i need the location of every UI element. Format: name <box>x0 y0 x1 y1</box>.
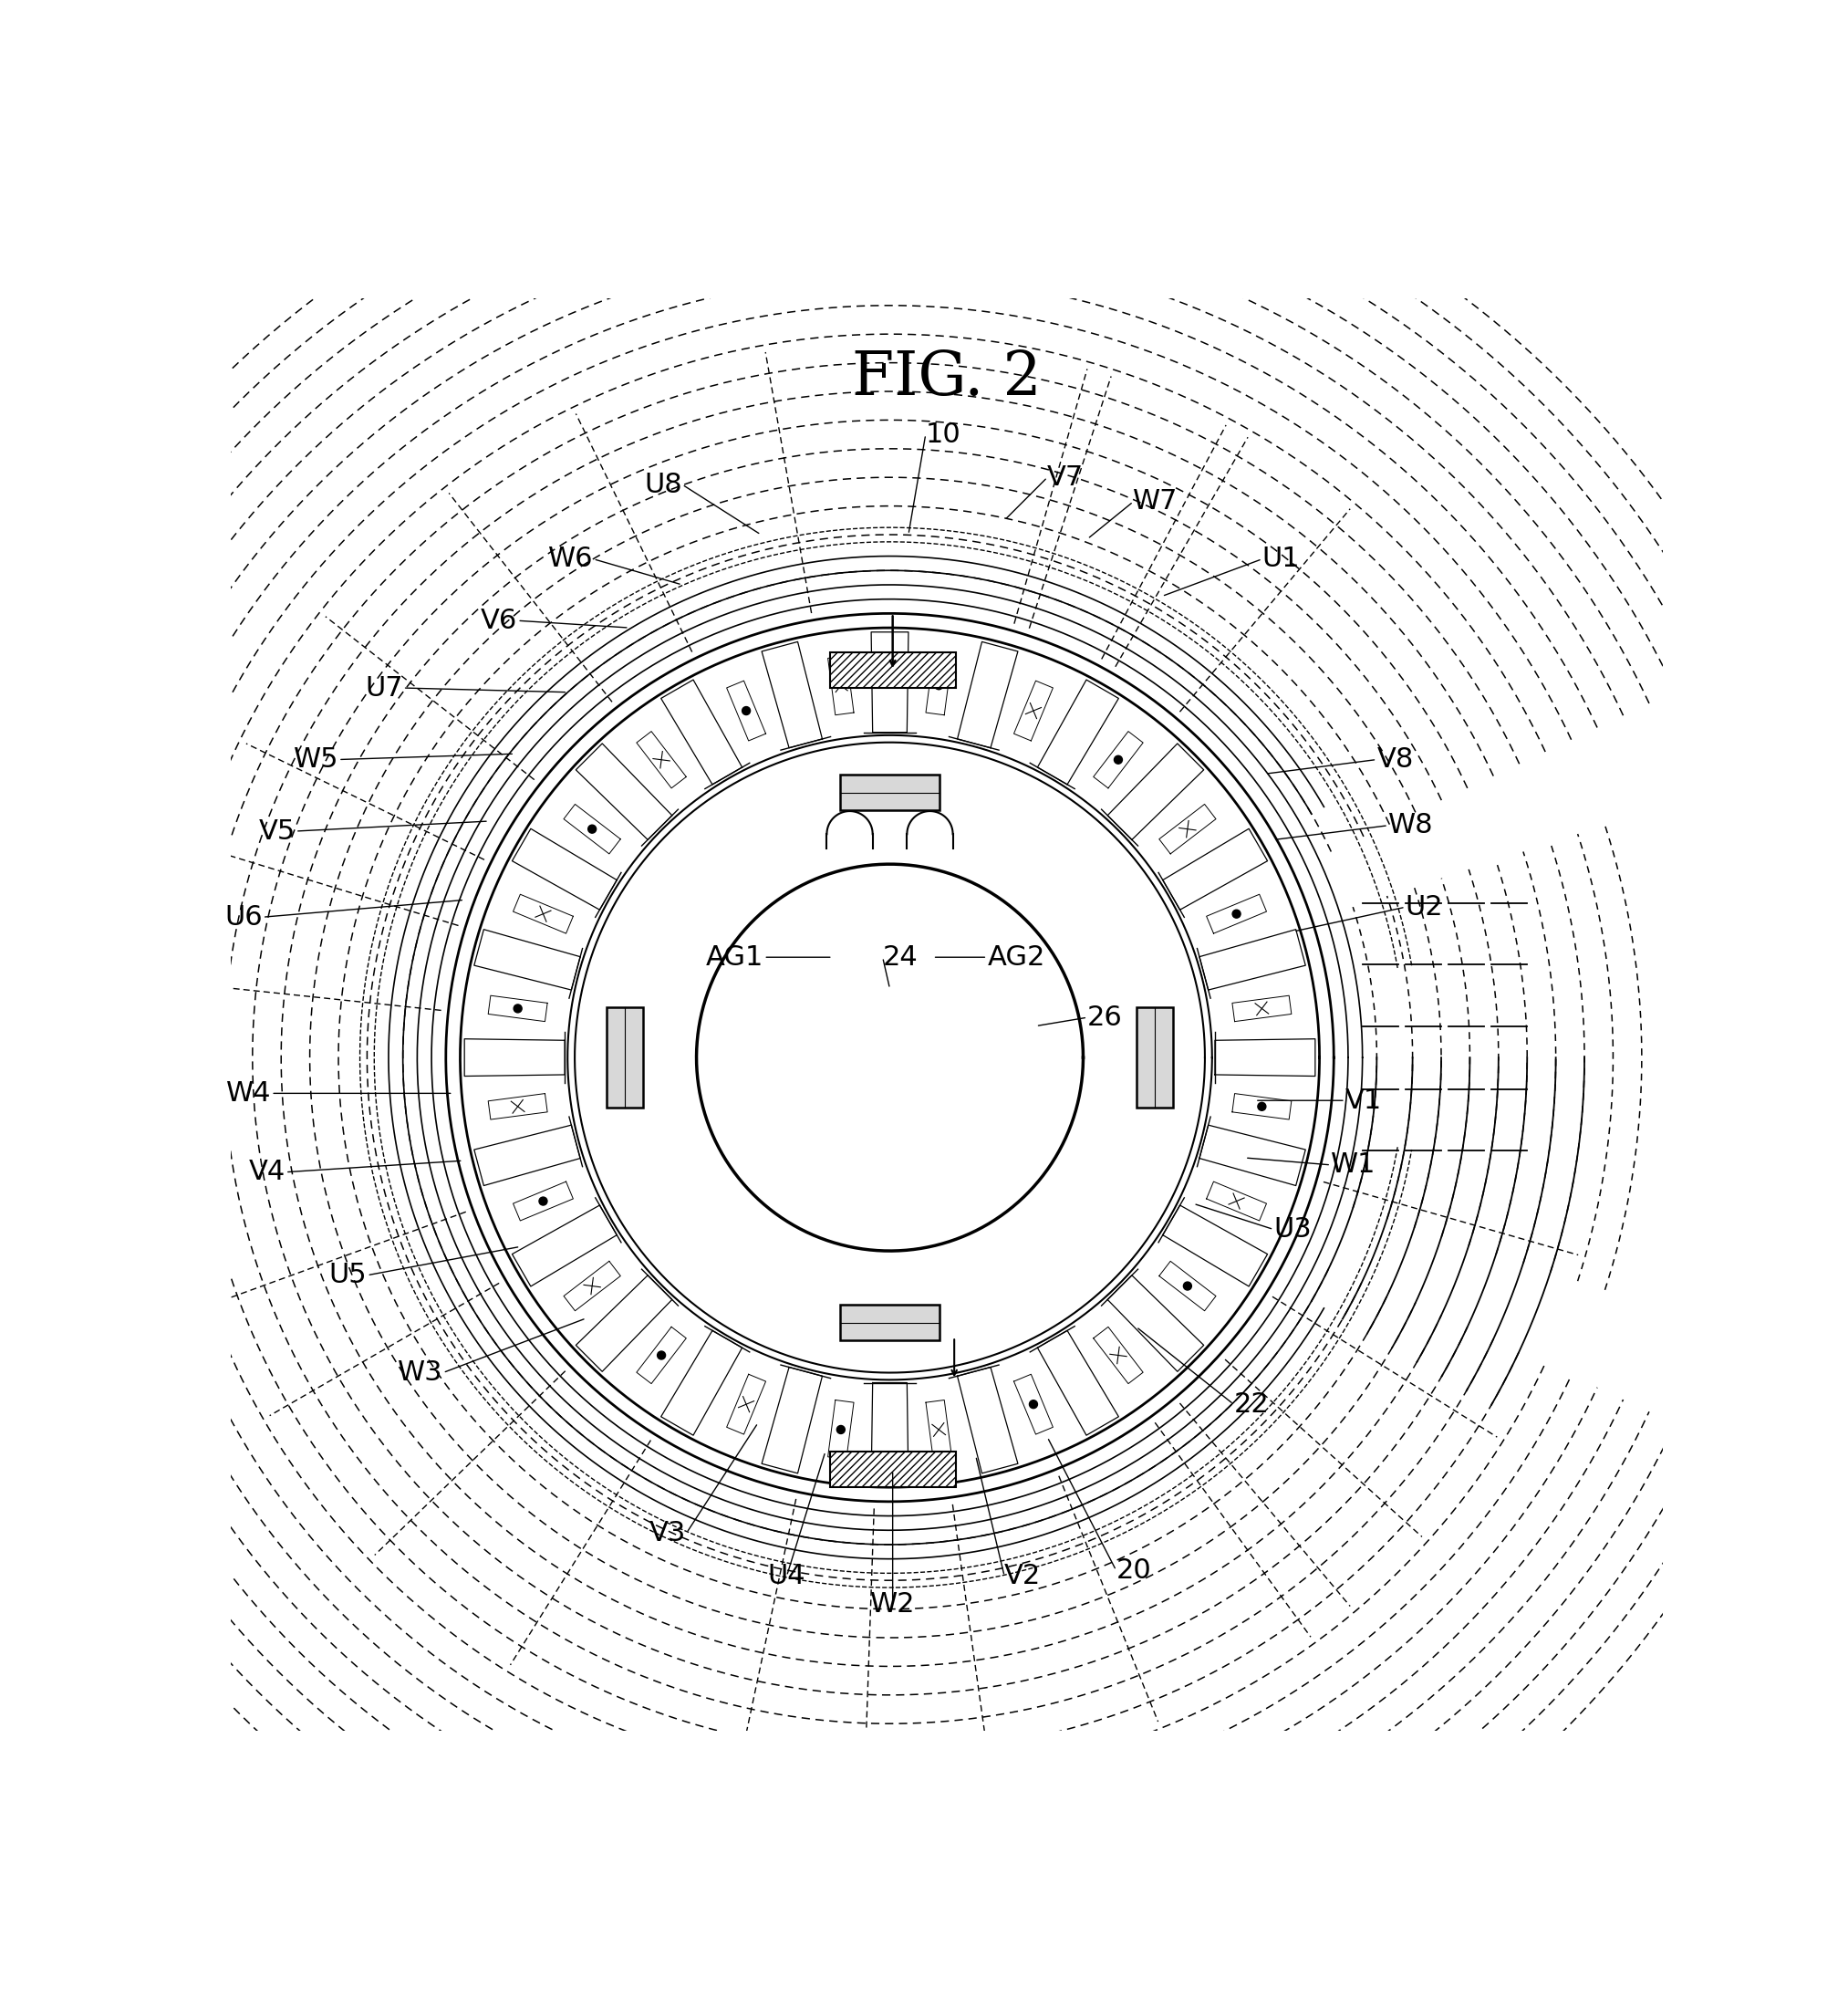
Polygon shape <box>1207 1181 1266 1221</box>
Circle shape <box>743 707 750 715</box>
Polygon shape <box>488 996 547 1021</box>
Text: U3: U3 <box>1273 1215 1312 1244</box>
Text: U1: U1 <box>1262 546 1301 573</box>
Polygon shape <box>1207 894 1266 934</box>
Text: V3: V3 <box>650 1521 686 1547</box>
Polygon shape <box>1159 1262 1216 1310</box>
Text: 26: 26 <box>1087 1004 1124 1031</box>
Text: V2: V2 <box>1005 1563 1040 1589</box>
Circle shape <box>658 1352 665 1360</box>
Bar <box>839 775 941 810</box>
Polygon shape <box>1094 1326 1144 1384</box>
Text: W5: W5 <box>294 745 338 773</box>
Text: U7: U7 <box>364 675 403 701</box>
Text: U4: U4 <box>767 1563 806 1589</box>
Bar <box>830 653 955 687</box>
Text: 20: 20 <box>1116 1557 1151 1583</box>
Circle shape <box>1114 755 1122 763</box>
Polygon shape <box>726 1374 765 1434</box>
Text: AG2: AG2 <box>987 944 1044 970</box>
Polygon shape <box>1159 804 1216 854</box>
Polygon shape <box>828 1400 854 1459</box>
Bar <box>830 1450 955 1487</box>
Circle shape <box>588 826 597 834</box>
Text: V8: V8 <box>1377 745 1414 773</box>
Text: V6: V6 <box>480 607 517 633</box>
Text: V4: V4 <box>249 1159 285 1185</box>
Text: U2: U2 <box>1406 894 1443 920</box>
Polygon shape <box>514 1181 573 1221</box>
Polygon shape <box>1015 681 1053 741</box>
Bar <box>606 1007 643 1107</box>
Text: U8: U8 <box>645 472 682 498</box>
Polygon shape <box>1015 1374 1053 1434</box>
Text: V7: V7 <box>1048 464 1085 490</box>
Text: 22: 22 <box>1234 1390 1270 1418</box>
Text: W7: W7 <box>1133 488 1179 514</box>
Polygon shape <box>726 681 765 741</box>
Text: V1: V1 <box>1345 1087 1382 1113</box>
Circle shape <box>1233 910 1240 918</box>
Text: W2: W2 <box>870 1591 915 1617</box>
Polygon shape <box>926 655 952 715</box>
Polygon shape <box>828 655 854 715</box>
Polygon shape <box>926 1400 952 1459</box>
Text: 10: 10 <box>926 422 961 448</box>
Polygon shape <box>1094 731 1144 788</box>
Text: W1: W1 <box>1331 1151 1377 1177</box>
Polygon shape <box>1233 996 1292 1021</box>
Polygon shape <box>514 894 573 934</box>
Text: W3: W3 <box>397 1360 444 1386</box>
Polygon shape <box>636 731 686 788</box>
Polygon shape <box>636 1326 686 1384</box>
Circle shape <box>1258 1103 1266 1111</box>
Circle shape <box>1029 1400 1037 1408</box>
Polygon shape <box>564 1262 621 1310</box>
Text: AG1: AG1 <box>706 944 763 970</box>
Circle shape <box>1183 1282 1192 1290</box>
Text: W4: W4 <box>225 1081 272 1107</box>
Circle shape <box>935 681 942 689</box>
Text: FIG. 2: FIG. 2 <box>852 348 1042 408</box>
Polygon shape <box>564 804 621 854</box>
Bar <box>839 1304 941 1340</box>
Polygon shape <box>488 1093 547 1119</box>
Circle shape <box>540 1197 547 1205</box>
Text: W8: W8 <box>1388 812 1434 838</box>
Text: U6: U6 <box>225 904 262 930</box>
Bar <box>1137 1007 1173 1107</box>
Circle shape <box>837 1426 845 1434</box>
Polygon shape <box>1233 1093 1292 1119</box>
Text: U5: U5 <box>329 1262 368 1288</box>
Circle shape <box>514 1004 521 1013</box>
Text: V5: V5 <box>259 818 296 844</box>
Text: W6: W6 <box>549 546 593 573</box>
Text: 24: 24 <box>883 944 918 970</box>
